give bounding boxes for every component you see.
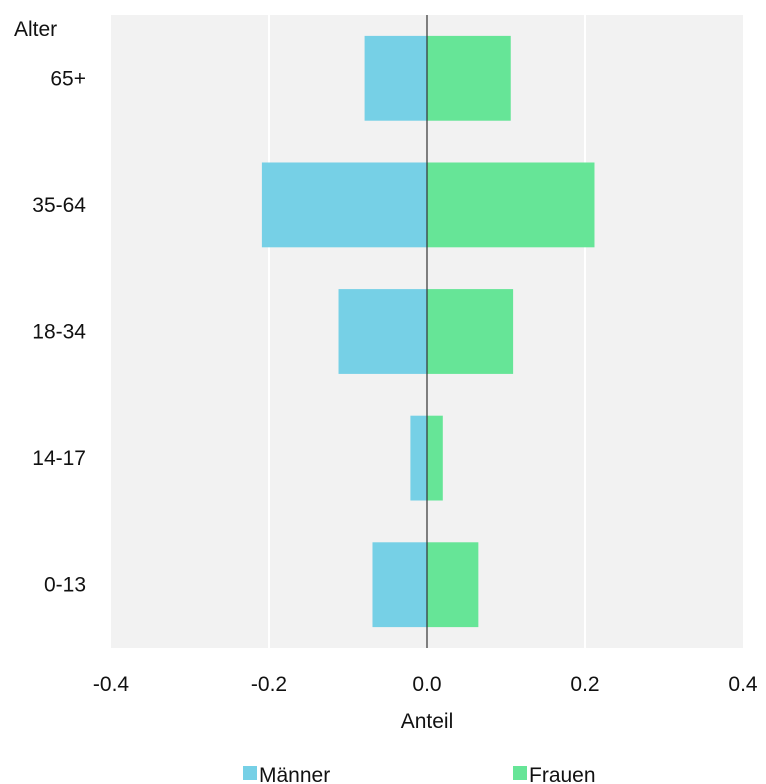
x-tick-label: 0.4 xyxy=(728,673,758,696)
y-tick-label: 0-13 xyxy=(44,574,86,597)
x-tick-label: -0.4 xyxy=(93,673,130,696)
x-tick-label: -0.2 xyxy=(251,673,287,696)
bar-frauen-14-17 xyxy=(427,415,443,501)
bar-männer-14-17 xyxy=(410,415,427,501)
bar-männer-18-34 xyxy=(338,289,427,374)
gridlines xyxy=(268,15,586,648)
bar-frauen-65+ xyxy=(427,35,511,121)
legend-swatch-frauen xyxy=(513,766,527,780)
legend-swatch-männer xyxy=(243,766,257,780)
bars xyxy=(261,35,595,628)
bar-männer-35-64 xyxy=(261,162,427,248)
x-tick-labels: -0.4 -0.2 0.0 0.2 0.4 xyxy=(93,673,758,696)
bar-männer-0-13 xyxy=(372,542,427,628)
x-axis-label: Anteil xyxy=(401,710,454,733)
legend-label-frauen: Frauen xyxy=(529,764,596,784)
y-tick-labels: 0-13 14-17 18-34 35-64 65+ xyxy=(32,67,86,596)
bar-frauen-0-13 xyxy=(427,542,479,628)
y-tick-label: 14-17 xyxy=(32,447,86,470)
y-tick-label: 65+ xyxy=(50,67,86,90)
bar-frauen-35-64 xyxy=(427,162,595,248)
legend: Männer Frauen xyxy=(243,764,596,784)
legend-label-männer: Männer xyxy=(259,764,330,784)
y-tick-label: 35-64 xyxy=(32,194,86,217)
x-tick-label: 0.2 xyxy=(570,673,599,696)
x-tick-label: 0.0 xyxy=(412,673,441,696)
y-axis-label: Alter xyxy=(14,18,57,41)
bar-männer-65+ xyxy=(364,35,427,121)
y-tick-label: 18-34 xyxy=(32,321,86,344)
bar-frauen-18-34 xyxy=(427,289,514,374)
